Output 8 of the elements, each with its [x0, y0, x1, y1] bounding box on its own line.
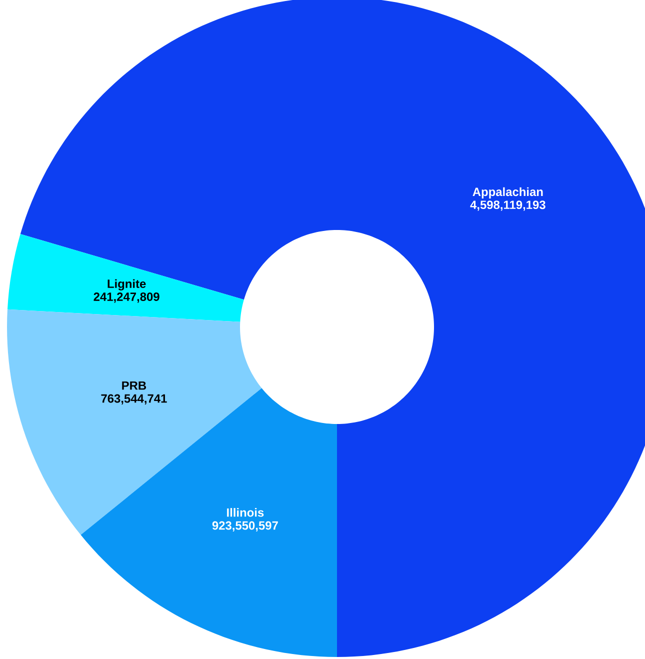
slice-label: Lignite	[108, 279, 146, 290]
slice-label: Appalachian	[472, 187, 543, 198]
data-label: 763,544,741	[101, 394, 167, 404]
data-label: 241,247,809	[94, 292, 160, 303]
data-label: 923,550,597	[212, 521, 278, 532]
slice-label: PRB	[122, 381, 146, 390]
data-label: 4,598,119,193	[470, 200, 546, 211]
slice-label: Illinois	[227, 508, 264, 517]
